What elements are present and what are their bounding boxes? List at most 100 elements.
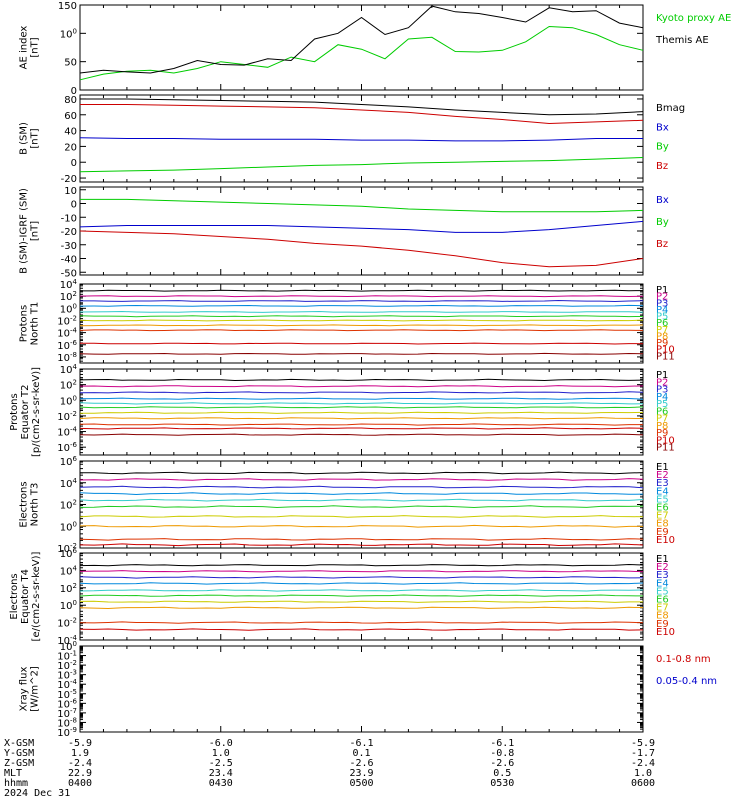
y-tick-label: -20 [61, 174, 77, 185]
legend-p11: P11 [656, 351, 675, 362]
series-line-by [80, 198, 644, 213]
legend-by: By [656, 142, 669, 153]
footer-value: 0.1 [352, 748, 370, 759]
series-line-e8 [79, 606, 644, 610]
series-line-e10 [79, 543, 644, 547]
y-axis-title: Equator T2 [20, 385, 31, 440]
y-tick-label: 10-4 [57, 327, 77, 340]
series-line-p8 [79, 324, 644, 327]
series-line-kyoto-proxy-ae [79, 25, 644, 81]
y-tick-label: 106 [60, 547, 78, 560]
footer-value: -2.4 [68, 758, 92, 769]
legend-e8: E8 [656, 611, 669, 622]
footer-label-y-gsm: Y-GSM [4, 748, 34, 759]
y-tick-label: 150 [58, 1, 77, 12]
legend-by: By [656, 217, 669, 228]
y-axis-title: Xray flux [19, 667, 30, 712]
legend-e4: E4 [656, 486, 669, 497]
series-line-p11 [79, 433, 644, 436]
y-axis-title: B (SM)-IGRF (SM) [19, 188, 30, 274]
legend-bmag: Bmag [656, 103, 685, 114]
legend-kyoto-proxy-ae: Kyoto proxy AE [656, 13, 731, 24]
y-tick-label: 102 [60, 582, 77, 595]
y-tick-label: 100 [60, 394, 77, 407]
footer-value: 0500 [349, 778, 373, 789]
y-tick-label: 104 [60, 363, 78, 376]
footer-label-z-gsm: Z-GSM [4, 758, 34, 769]
legend-e5: E5 [656, 494, 669, 505]
panel-frame [79, 645, 644, 733]
footer-value: 1.9 [71, 748, 89, 759]
y-tick-label: 10-4 [57, 634, 77, 647]
y-tick-label: 100 [60, 599, 77, 612]
footer-value: -2.6 [349, 758, 373, 769]
footer-value: -1.7 [631, 748, 655, 759]
footer-value: -2.6 [490, 758, 514, 769]
series-line-p10 [79, 342, 644, 345]
series-line-e1 [79, 471, 644, 475]
legend-e6: E6 [656, 503, 669, 514]
series-line-e8 [79, 524, 643, 528]
legend-themis-ae: Themis AE [655, 35, 709, 46]
legend-p2: P2 [656, 377, 668, 388]
y-tick-label: 100 [60, 302, 77, 315]
y-axis-title: [e/(cm2-s-sr-keV)] [31, 551, 42, 641]
legend-e2: E2 [656, 562, 669, 573]
y-tick-label: 0 [71, 200, 77, 211]
y-tick-label: 10-8 [57, 716, 77, 729]
y-axis-title: Electrons [9, 573, 20, 619]
footer-value: 0430 [209, 778, 233, 789]
legend-p2: P2 [656, 292, 668, 303]
series-line-p6 [79, 315, 644, 318]
series-line-e6 [79, 594, 644, 597]
legend-e1: E1 [656, 554, 669, 565]
panel-3: -50 -40 -30 -20 -10 0 10 B (SM)-IGRF (SM) [nT] Bx… [19, 186, 669, 280]
footer-value: 22.9 [68, 768, 92, 779]
legend-e9: E9 [656, 527, 669, 538]
y-tick-label: 50 [64, 58, 77, 69]
legend-e3: E3 [656, 570, 669, 581]
series-line-e5 [79, 589, 644, 592]
series-line-e7 [79, 515, 644, 518]
legend-0-1-0-8-nm: 0.1-0.8 nm [656, 654, 711, 665]
footer-value: -0.8 [490, 748, 514, 759]
series-line-p8 [79, 417, 644, 420]
y-tick-label: 10-2 [57, 617, 77, 630]
y-tick-label: 10-4 [57, 426, 77, 439]
series-line-e9 [79, 621, 644, 624]
panel-2: -20 0 20 40 60 80 B (SM) [nT] Bmag Bx By Bz [19, 94, 685, 185]
series-line-e9 [79, 537, 644, 541]
footer-value: 0530 [490, 778, 514, 789]
footer-date: 2024 Dec 31 [4, 788, 70, 799]
series-line-p9 [79, 423, 643, 426]
series-line-p6 [79, 406, 644, 409]
legend-p5: P5 [656, 312, 668, 323]
y-tick-label: -30 [61, 241, 77, 252]
legend-bz: Bz [656, 161, 668, 172]
y-tick-label: 80 [64, 95, 77, 106]
y-tick-label: 104 [60, 278, 78, 291]
y-tick-label: 10-2 [57, 410, 77, 423]
y-tick-label: 10-3 [57, 669, 77, 682]
legend-bz: Bz [656, 239, 668, 250]
legend-p1: P1 [656, 370, 668, 381]
series-line-e5 [79, 498, 644, 502]
legend-e7: E7 [656, 603, 669, 614]
series-line-p7 [79, 411, 644, 414]
series-line-bz [80, 104, 644, 125]
footer-value: -5.9 [631, 738, 655, 749]
y-tick-label: 100 [60, 27, 77, 40]
series-line-p7 [79, 319, 644, 322]
legend-p5: P5 [656, 399, 668, 410]
y-tick-label: -20 [61, 227, 77, 238]
series-line-e4 [79, 492, 644, 496]
y-tick-label: 20 [64, 142, 77, 153]
series-line-bx [79, 137, 643, 142]
series-line-p4 [79, 397, 644, 400]
legend-p7: P7 [656, 414, 668, 425]
legend-e4: E4 [656, 578, 669, 589]
y-axis-title: AE index [19, 26, 30, 70]
series-line-p10 [79, 427, 644, 430]
legend-p8: P8 [656, 331, 668, 342]
